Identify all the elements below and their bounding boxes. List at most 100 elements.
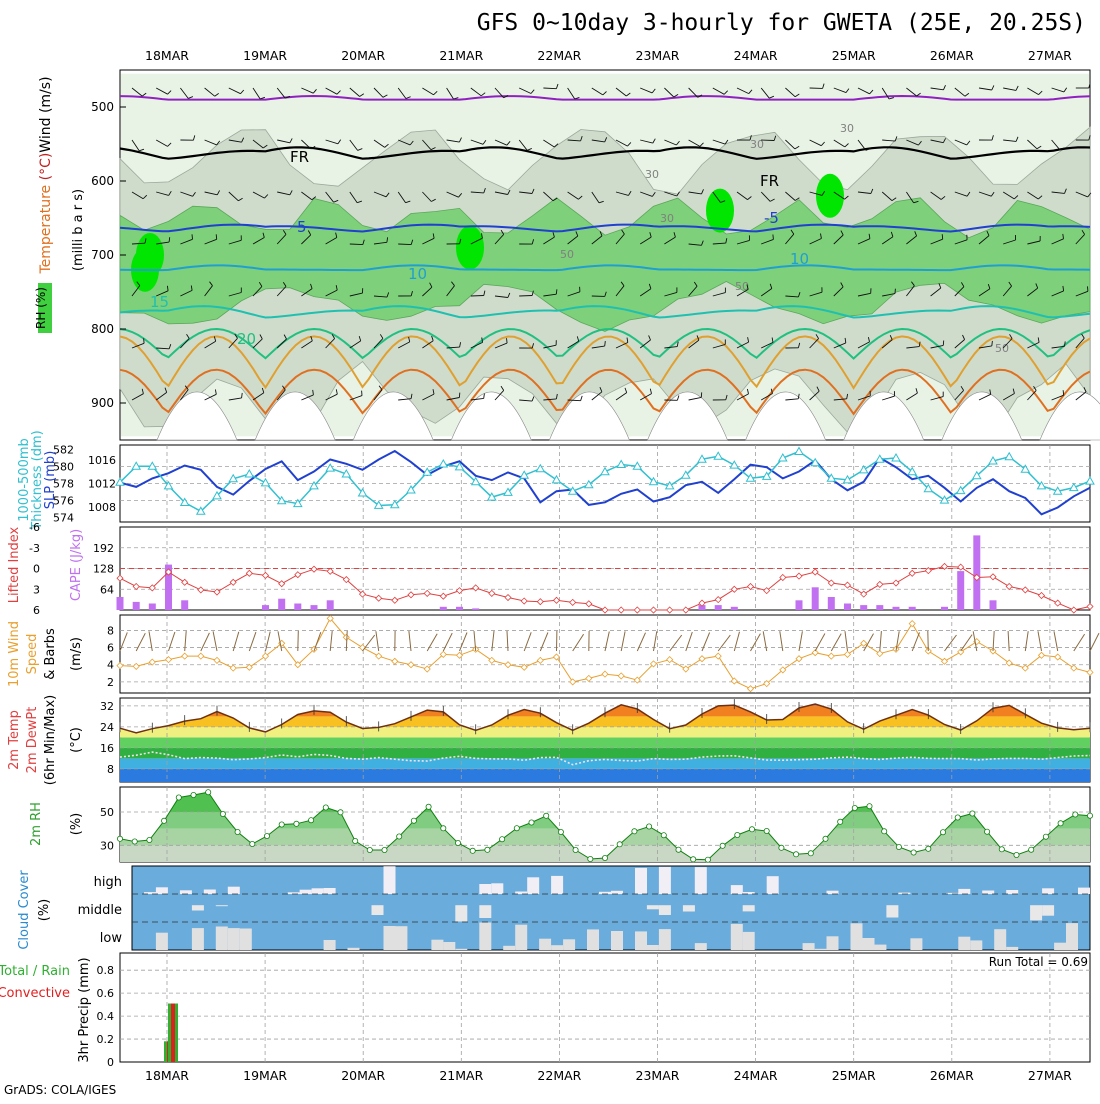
cloud-low-gap xyxy=(216,927,228,951)
cape-bar xyxy=(262,605,269,610)
rh-point xyxy=(426,804,431,809)
cape-bar xyxy=(909,607,916,610)
precip-tick-label: 0.4 xyxy=(97,1010,115,1023)
cloud-low-gap xyxy=(659,929,671,950)
cloud-low-gap xyxy=(551,945,563,950)
cloud-high-gap xyxy=(1006,890,1018,894)
cape-bar xyxy=(456,607,463,610)
li-tick-label: -6 xyxy=(29,521,40,534)
cloud-high-gap xyxy=(827,891,839,894)
rh-point xyxy=(206,790,211,795)
date-label-top: 23MAR xyxy=(636,48,680,63)
li-ylabel: Lifted Index xyxy=(7,526,22,603)
cloud-low-gap xyxy=(731,924,743,950)
precip-convective-legend: Convective xyxy=(0,986,70,1001)
isotherm-label: 10 xyxy=(790,250,809,268)
rh-point xyxy=(970,811,975,816)
cloud-high-gap xyxy=(300,890,312,894)
page-title: GFS 0~10day 3-hourly for GWETA (25E, 20.… xyxy=(477,10,1086,36)
temp-tick-label: 24 xyxy=(100,721,114,734)
rh-point xyxy=(926,846,931,851)
wind-barb-flag xyxy=(605,341,606,346)
rh-point xyxy=(588,856,593,861)
isotherm-label: 10 xyxy=(408,265,427,283)
cloud-low-gap xyxy=(695,943,707,950)
cloud-low-gap xyxy=(431,940,443,950)
cloud-high-gap xyxy=(228,887,240,894)
cloud-low-gap xyxy=(395,926,407,950)
cloud-low-gap xyxy=(515,925,527,950)
cloud-high-gap xyxy=(551,876,563,894)
wind-barb-10m xyxy=(928,631,929,651)
cloud-mid-gap xyxy=(192,905,204,910)
wind-tick-label: 6 xyxy=(107,642,114,655)
rh-point xyxy=(264,833,269,838)
rh-point xyxy=(632,829,637,834)
cloud-low-gap xyxy=(1066,923,1078,950)
rh-point xyxy=(132,839,137,844)
rh-point xyxy=(661,833,666,838)
cloud-low-gap xyxy=(455,949,467,950)
rh-point xyxy=(397,834,402,839)
cloud-low-gap xyxy=(958,937,970,950)
pressure-tick-label: 700 xyxy=(91,248,114,262)
rh-point xyxy=(514,826,519,831)
date-label-bottom: 25MAR xyxy=(832,1068,876,1083)
rh-shade-90 xyxy=(456,226,484,270)
cloud-low-gap xyxy=(647,945,659,950)
wind-barb-flag xyxy=(773,235,774,240)
li-tick-label: 6 xyxy=(33,604,40,617)
rh-point xyxy=(720,843,725,848)
cloud-high-gap xyxy=(1078,888,1090,894)
rh-point xyxy=(1073,812,1078,817)
pressure-axis-label: (milli b a r s) xyxy=(71,189,86,271)
cloud-high-gap xyxy=(695,867,707,894)
cloud-low-gap xyxy=(228,928,240,950)
cloud-low-gap xyxy=(240,929,252,951)
cloud-low-gap xyxy=(324,940,336,950)
cape-bar xyxy=(828,597,835,610)
rh-point xyxy=(220,811,225,816)
wind-barb xyxy=(471,296,484,297)
rh-point xyxy=(544,813,549,818)
wind-ylabel: 10m Wind xyxy=(7,621,22,687)
rh-unit-ylabel: (%) xyxy=(69,813,84,836)
cloud-level-label: low xyxy=(100,931,123,946)
cape-bar xyxy=(715,605,722,610)
cape-bar xyxy=(327,600,334,610)
rh-point xyxy=(896,844,901,849)
rh-point xyxy=(382,847,387,852)
cross-section-ylabel: Temperature (°C)Wind (m/s) xyxy=(38,76,54,274)
wind-barb-flag xyxy=(1063,390,1064,395)
2m-dewpt-ylabel: 2m DewPt xyxy=(25,707,40,774)
cloud-low-gap xyxy=(503,946,515,950)
cape-bar xyxy=(181,600,188,610)
footer-credit: GrADS: COLA/IGES xyxy=(4,1083,116,1097)
cloud-high-gap xyxy=(731,885,743,894)
rh-point xyxy=(529,820,534,825)
precip-total-legend: Total / Rain xyxy=(0,964,70,979)
isotherm-label: 15 xyxy=(150,293,169,311)
date-label-top: 20MAR xyxy=(341,48,385,63)
slp-tick-label: 1012 xyxy=(88,478,116,491)
temp-tick-label: 16 xyxy=(100,742,114,755)
cloud-mid-gap xyxy=(659,905,671,915)
pressure-tick-label: 800 xyxy=(91,322,114,336)
date-label-top: 26MAR xyxy=(930,48,974,63)
rh-point xyxy=(294,821,299,826)
cloud-low-gap xyxy=(863,938,875,950)
rh-point xyxy=(235,829,240,834)
date-label-bottom: 23MAR xyxy=(636,1068,680,1083)
thickness-tick-label: 574 xyxy=(53,512,74,525)
rh-point xyxy=(999,847,1004,852)
cloud-low-gap xyxy=(611,931,623,950)
wind-tick-label: 8 xyxy=(107,624,114,637)
rh-point xyxy=(940,830,945,835)
cloud-ylabel: Cloud Cover xyxy=(17,870,32,950)
cape-bar xyxy=(440,607,447,610)
cloud-high-gap xyxy=(767,876,779,894)
cloud-mid-gap xyxy=(372,905,384,915)
rh-point xyxy=(338,810,343,815)
cape-tick-label: 192 xyxy=(93,542,114,555)
cloud-mid-gap xyxy=(647,905,659,909)
